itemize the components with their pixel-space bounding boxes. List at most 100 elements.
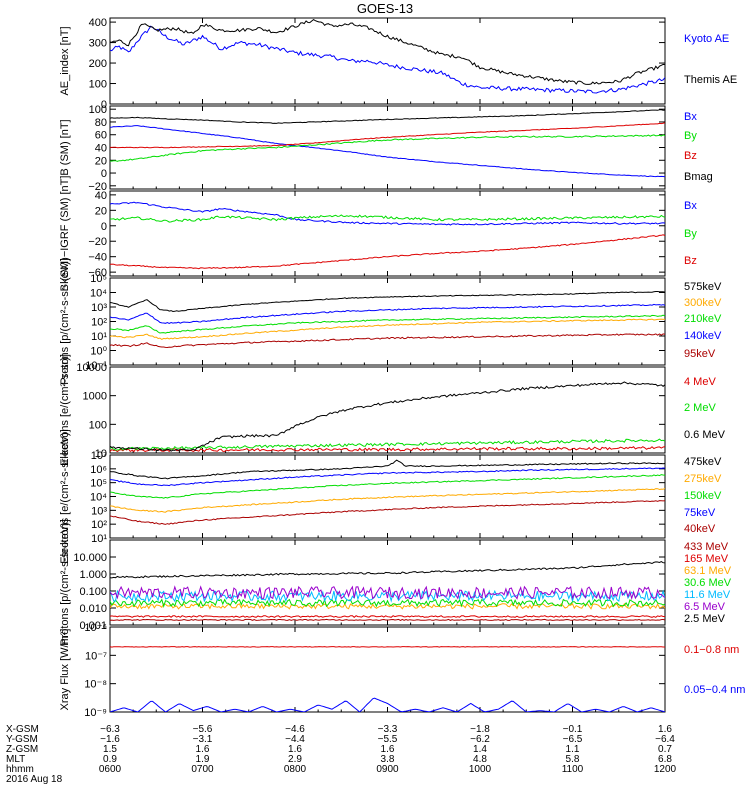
legend-entry: 210keV: [684, 313, 722, 325]
x-row-value: 1.6: [658, 724, 672, 735]
y-tick-label: 10²: [91, 519, 107, 531]
legend-entry: 2.5 MeV: [684, 613, 726, 625]
series-line-by: [110, 214, 665, 223]
x-row-value: 0.7: [658, 744, 672, 755]
legend-entry: Themis AE: [684, 74, 737, 86]
series-line-300kev: [110, 318, 665, 340]
y-axis-label: Electrons [e/(cm²-s-sr-keV)]: [59, 429, 71, 563]
x-row-label: hhmm: [6, 764, 34, 775]
legend-entry: Bz: [684, 150, 697, 162]
y-tick-label: 10: [95, 448, 107, 460]
y-tick-label: 10⁻⁶: [84, 622, 107, 634]
legend-entry: 6.5 MeV: [684, 601, 726, 613]
y-tick-label: 20: [95, 155, 107, 167]
y-tick-label: −20: [88, 181, 107, 193]
y-tick-label: 10²: [91, 317, 107, 329]
x-row-value: 1.9: [196, 754, 210, 765]
x-row-value: −3.3: [378, 724, 398, 735]
panel-5: 10 100 1000 10000 Electrons [e/(cm²-s-sr)] 4 …: [59, 354, 726, 466]
series-line-0-1-0-8-nm: [110, 646, 665, 648]
y-tick-label: 10⁶: [90, 464, 107, 476]
series-line-bz: [110, 122, 665, 149]
x-row-value: −1.6: [100, 734, 120, 745]
legend-entry: 30.6 MeV: [684, 577, 732, 589]
y-tick-label: 0.100: [79, 586, 107, 598]
x-row-value: −5.5: [378, 734, 398, 745]
y-axis-label: B (SM)−IGRF (SM) [nT]: [59, 176, 71, 292]
x-row-value: 1200: [654, 764, 677, 775]
legend-entry: 575keV: [684, 281, 722, 293]
y-axis-label: Xray Flux [W/m²]: [59, 629, 71, 711]
series-line-bx: [110, 201, 665, 226]
x-row-value: 1.6: [288, 744, 302, 755]
x-row-value: 2.9: [288, 754, 302, 765]
y-tick-label: 0: [101, 99, 107, 111]
x-row-value: −3.1: [193, 734, 213, 745]
legend-entry: 0.1−0.8 nm: [684, 644, 739, 656]
series-line-6-5-mev: [110, 585, 665, 601]
series-line-30-6-mev: [110, 598, 665, 609]
legend-entry: Bx: [684, 111, 697, 123]
y-tick-label: 60: [95, 130, 107, 142]
legend-entry: 475keV: [684, 456, 722, 468]
x-row-value: −0.1: [563, 724, 583, 735]
x-row-value: 1.6: [196, 744, 210, 755]
x-row-value: 0600: [99, 764, 122, 775]
legend-entry: 165 MeV: [684, 553, 729, 565]
legend-entry: 300keV: [684, 297, 722, 309]
legend-entry: 63.1 MeV: [684, 565, 732, 577]
y-tick-label: 10.000: [73, 552, 107, 564]
legend-entry: Bx: [684, 200, 697, 212]
series-line-2-5-mev: [110, 561, 665, 579]
series-line-165-mev: [110, 615, 665, 618]
y-tick-label: 10⁵: [90, 478, 107, 490]
series-line-0-6-mev: [110, 381, 665, 452]
y-tick-label: 10⁻⁷: [85, 650, 107, 662]
legend-entry: 11.6 MeV: [684, 589, 731, 601]
series-line-bmag: [110, 109, 665, 124]
y-tick-label: 10⁴: [90, 492, 107, 504]
x-row-value: 1.5: [103, 744, 117, 755]
y-tick-label: 10³: [91, 505, 107, 517]
panel-frame: [109, 454, 666, 539]
x-row-value: 1.6: [381, 744, 395, 755]
x-row-value: −6.4: [655, 734, 675, 745]
panel-frame: [109, 626, 666, 713]
panel-frame: [109, 105, 666, 190]
y-tick-label: 10¹: [91, 533, 107, 545]
x-row-value: 0700: [191, 764, 214, 775]
y-tick-label: 10⁻⁹: [84, 707, 107, 719]
y-tick-label: −60: [88, 267, 107, 279]
y-tick-label: 200: [89, 58, 107, 70]
x-row-value: 5.8: [566, 754, 580, 765]
x-row-value: 0900: [376, 764, 399, 775]
panel-frame: [109, 190, 666, 277]
series-line-bz: [110, 234, 665, 270]
legend-entry: Bz: [684, 255, 697, 267]
y-tick-label: 20: [95, 205, 107, 217]
y-tick-label: 10⁻⁸: [84, 679, 107, 691]
legend-entry: Bmag: [684, 171, 713, 183]
y-tick-label: 10⁰: [90, 346, 107, 358]
y-tick-label: 1.000: [79, 569, 107, 581]
y-tick-label: 100: [89, 419, 107, 431]
x-row-label: Z-GSM: [6, 744, 38, 755]
legend-entry: 275keV: [684, 473, 722, 485]
y-tick-label: −40: [88, 252, 107, 264]
panel-4: 10⁻¹ 10⁰ 10¹ 10² 10³ 10⁴ 10⁵ Protons [p/(cm²-s-…: [59, 258, 722, 385]
legend-entry: 95keV: [684, 348, 716, 360]
x-axis-table: X-GSM −6.3 −5.6 −4.6 −3.3 −1.8 −0.1 1.6 Y-GSM −1.…: [6, 724, 677, 785]
y-axis-label: B (SM) [nT]: [59, 119, 71, 175]
y-tick-label: 10¹: [91, 331, 107, 343]
panel-3: −60 −40 −20 0 20 40 B (SM)−IGRF (SM) [nT] Bx By B…: [59, 176, 697, 292]
panel-1: 0 100 200 300 400 AE_index [nT] Kyoto AE Themis…: [59, 17, 737, 111]
series-line-by: [110, 134, 665, 162]
series-line-275kev: [110, 488, 665, 513]
x-row-value: 0.9: [103, 754, 117, 765]
legend-entry: By: [684, 130, 697, 142]
x-row-label: MLT: [6, 754, 25, 765]
x-row-value: 1.1: [566, 744, 580, 755]
x-row-value: −6.3: [100, 724, 120, 735]
y-axis-label: Electrons [e/(cm²-s-sr)]: [59, 354, 71, 466]
